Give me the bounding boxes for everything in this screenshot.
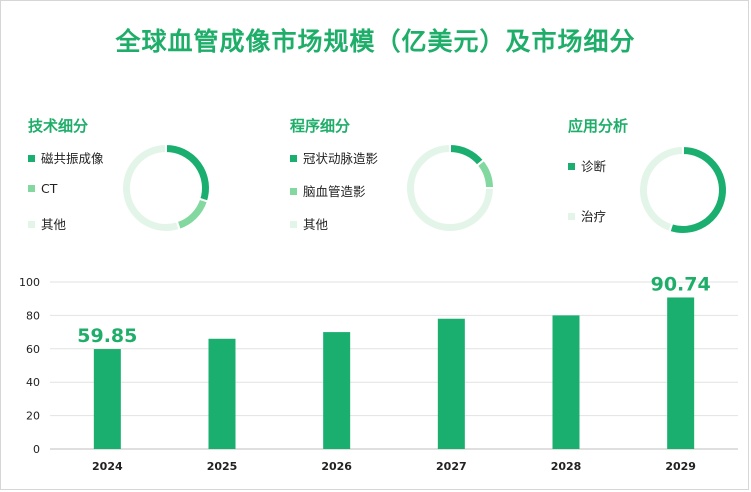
legend-swatch bbox=[28, 155, 35, 162]
data-label: 59.85 bbox=[77, 325, 137, 347]
legend-swatch bbox=[28, 185, 35, 192]
legend-swatch bbox=[290, 188, 297, 195]
donut-application bbox=[638, 144, 728, 235]
y-axis: 0 20 40 60 80 100 bbox=[19, 276, 40, 456]
chart-title: 全球血管成像市场规模（亿美元）及市场细分 bbox=[115, 27, 636, 56]
grid-lines bbox=[50, 281, 738, 450]
legend-item: 其他 bbox=[290, 214, 328, 233]
legend-label: 治疗 bbox=[581, 209, 607, 224]
y-tick-label: 60 bbox=[26, 343, 40, 356]
data-label: 90.74 bbox=[651, 273, 711, 295]
x-tick-label: 2026 bbox=[321, 460, 352, 473]
bars bbox=[93, 297, 695, 449]
legend-swatch bbox=[290, 221, 297, 228]
legend-item: 脑血管造影 bbox=[290, 181, 366, 200]
segment-title-procedure: 程序细分 bbox=[290, 117, 351, 135]
bar bbox=[93, 349, 121, 449]
donut-slice bbox=[638, 144, 684, 234]
segment-title-application: 应用分析 bbox=[568, 117, 629, 135]
legend-item: 冠状动脉造影 bbox=[290, 148, 378, 167]
x-tick-label: 2027 bbox=[436, 460, 467, 473]
bar bbox=[552, 315, 580, 449]
legend-item: 其他 bbox=[28, 214, 66, 233]
legend-item: 诊断 bbox=[568, 156, 606, 175]
y-tick-label: 80 bbox=[26, 309, 40, 322]
x-tick-label: 2024 bbox=[92, 460, 123, 473]
legend-label: 诊断 bbox=[581, 159, 607, 174]
legend-label: 磁共振成像 bbox=[41, 151, 104, 166]
donut-procedure bbox=[405, 142, 496, 233]
bar bbox=[667, 297, 695, 449]
y-tick-label: 0 bbox=[33, 443, 40, 456]
legend-label: 其他 bbox=[303, 217, 329, 232]
y-tick-label: 100 bbox=[19, 276, 40, 289]
x-axis: 2024 2025 2026 2027 2028 2029 bbox=[92, 460, 696, 473]
bar bbox=[208, 338, 236, 449]
data-labels: 59.85 90.74 bbox=[77, 273, 710, 347]
legend-label: CT bbox=[41, 181, 58, 196]
x-tick-label: 2025 bbox=[207, 460, 238, 473]
bar bbox=[437, 318, 465, 449]
segment-title-technology: 技术细分 bbox=[28, 117, 89, 135]
legend-swatch bbox=[568, 163, 575, 170]
legend-item: 磁共振成像 bbox=[28, 148, 104, 167]
donut-slice bbox=[405, 142, 496, 233]
legend-swatch bbox=[290, 155, 297, 162]
x-tick-label: 2028 bbox=[551, 460, 582, 473]
y-tick-label: 20 bbox=[26, 410, 40, 423]
donut-slice bbox=[121, 142, 181, 233]
legend-swatch bbox=[28, 221, 35, 228]
legend-label: 脑血管造影 bbox=[303, 184, 366, 199]
legend-label: 其他 bbox=[41, 217, 67, 232]
bar bbox=[323, 332, 351, 449]
donut-technology bbox=[121, 142, 211, 233]
legend-label: 冠状动脉造影 bbox=[303, 151, 379, 166]
legend-item: 治疗 bbox=[568, 206, 606, 225]
legend-swatch bbox=[568, 213, 575, 220]
legend-item: CT bbox=[28, 181, 57, 196]
x-tick-label: 2029 bbox=[665, 460, 696, 473]
y-tick-label: 40 bbox=[26, 376, 40, 389]
